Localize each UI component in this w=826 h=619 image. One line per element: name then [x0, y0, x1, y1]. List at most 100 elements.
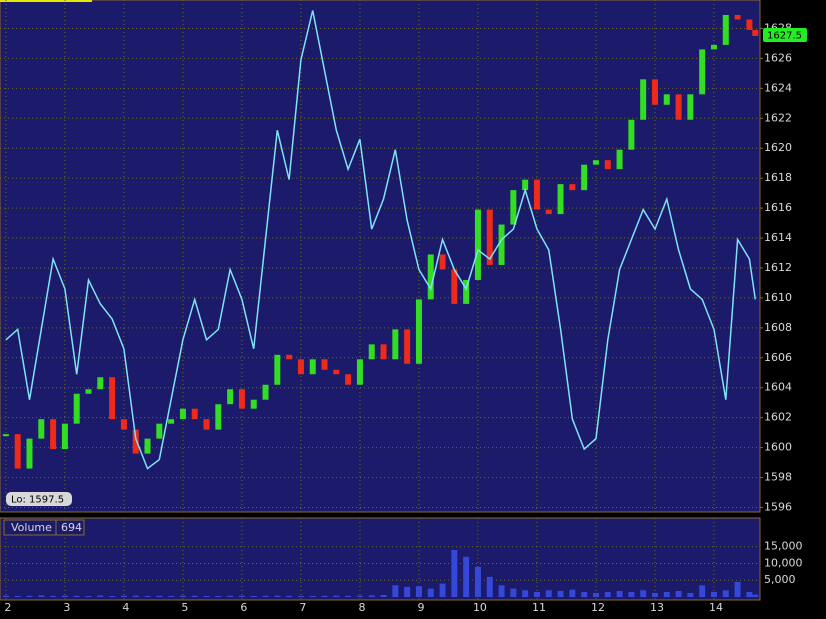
y-tick-label: 1610 — [764, 291, 792, 304]
volume-bar — [628, 591, 635, 597]
volume-bar — [581, 591, 588, 597]
candle — [498, 224, 505, 265]
candle — [486, 209, 493, 265]
y-tick-label: 1618 — [764, 171, 792, 184]
x-tick-label: 7 — [299, 601, 306, 614]
volume-bar — [227, 595, 234, 597]
volume-tick-label: 15,000 — [764, 540, 803, 553]
x-tick-label: 9 — [417, 601, 424, 614]
volume-bar — [498, 585, 505, 597]
volume-bar — [73, 595, 80, 597]
volume-current-box — [55, 519, 85, 536]
volume-bar — [734, 581, 741, 597]
volume-bar — [368, 595, 375, 597]
candle — [85, 389, 92, 394]
candle — [569, 184, 576, 191]
volume-bar — [50, 595, 57, 597]
volume-bar — [451, 550, 458, 597]
volume-bar — [274, 595, 281, 597]
y-tick-label: 1614 — [764, 231, 792, 244]
volume-bar — [569, 589, 576, 597]
volume-bar — [61, 595, 68, 597]
x-tick-label: 5 — [181, 601, 188, 614]
volume-bar — [168, 595, 175, 597]
volume-bar — [439, 583, 446, 597]
volume-bar — [651, 592, 658, 597]
volume-bar — [144, 595, 151, 597]
candle — [592, 160, 599, 165]
candle — [663, 94, 670, 105]
candle — [132, 429, 139, 454]
candle — [404, 329, 411, 364]
y-tick-label: 1622 — [764, 111, 792, 124]
x-tick-label: 8 — [358, 601, 365, 614]
volume-bar — [2, 595, 9, 597]
volume-bar — [203, 595, 210, 597]
candle — [144, 438, 151, 454]
volume-bar — [557, 590, 564, 597]
candle — [734, 14, 741, 20]
x-tick-label: 12 — [591, 601, 605, 614]
x-tick-label: 6 — [240, 601, 247, 614]
y-tick-label: 1596 — [764, 501, 792, 514]
candle — [545, 209, 552, 215]
candle — [227, 389, 234, 405]
volume-label: Volume — [11, 521, 52, 534]
volume-bar — [297, 595, 304, 597]
x-tick-label: 2 — [4, 601, 11, 614]
candle — [752, 29, 759, 36]
candle — [439, 254, 446, 270]
candle — [238, 389, 245, 409]
volume-bar — [215, 595, 222, 597]
volume-bar — [250, 595, 257, 597]
candle — [203, 419, 210, 430]
candle — [97, 377, 104, 390]
volume-bar — [604, 591, 611, 597]
candle — [168, 419, 175, 424]
candle — [699, 49, 706, 95]
candle — [533, 179, 540, 210]
last-price-box — [763, 28, 807, 42]
volume-bar — [746, 591, 753, 597]
candle — [191, 408, 198, 420]
y-tick-label: 1598 — [764, 471, 792, 484]
volume-bar — [85, 595, 92, 597]
candle — [156, 423, 163, 439]
candle — [73, 393, 80, 424]
volume-bar — [722, 590, 729, 597]
candle — [640, 79, 647, 120]
price-panel — [0, 0, 761, 513]
volume-tick-label: 5,000 — [764, 573, 796, 586]
candle — [522, 179, 529, 191]
candle — [451, 269, 458, 304]
y-tick-label: 1602 — [764, 411, 792, 424]
x-tick-label: 14 — [709, 601, 723, 614]
volume-bar — [463, 556, 470, 597]
y-tick-label: 1616 — [764, 201, 792, 214]
volume-bar — [179, 595, 186, 597]
candle — [262, 384, 269, 400]
volume-bar — [486, 576, 493, 597]
candle — [557, 184, 564, 215]
candle — [510, 190, 517, 225]
volume-bar — [663, 591, 670, 597]
candle — [380, 344, 387, 360]
volume-bar — [675, 590, 682, 597]
candle — [321, 359, 328, 370]
last-price: 1627.5 — [767, 31, 802, 42]
indicator-line — [5, 10, 757, 470]
candle — [14, 434, 21, 469]
volume-bar — [380, 594, 387, 597]
volume-bar — [120, 595, 127, 597]
volume-bar — [616, 590, 623, 597]
volume-bar — [345, 595, 352, 597]
volume-panel — [0, 517, 761, 601]
volume-bar — [262, 595, 269, 597]
volume-bar — [592, 592, 599, 597]
x-tick-label: 11 — [532, 601, 546, 614]
candle — [628, 119, 635, 150]
candle — [250, 399, 257, 409]
volume-bar — [333, 595, 340, 597]
low-label-box — [6, 492, 72, 506]
